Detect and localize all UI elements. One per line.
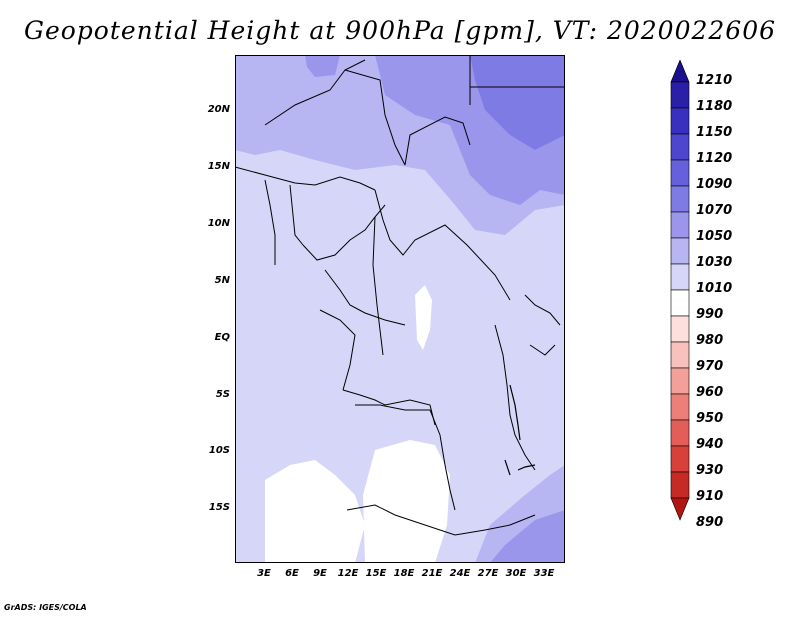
legend-label: 1180 bbox=[696, 99, 733, 114]
contour-1010-south bbox=[363, 440, 450, 563]
x-label-18e: 18E bbox=[393, 568, 415, 579]
colorbar-swatch bbox=[670, 263, 690, 291]
footer-credit: GrADS: IGES/COLA bbox=[4, 603, 87, 612]
x-label-27e: 27E bbox=[477, 568, 499, 579]
legend-label: 890 bbox=[696, 515, 724, 530]
legend-label: 1150 bbox=[696, 125, 733, 140]
colorbar-swatch bbox=[670, 445, 690, 473]
x-label-12e: 12E bbox=[337, 568, 359, 579]
y-label-15n: 15N bbox=[207, 161, 230, 172]
colorbar-legend bbox=[670, 60, 690, 521]
colorbar-swatch bbox=[670, 497, 690, 521]
legend-label: 970 bbox=[696, 359, 724, 374]
contour-1010-congo bbox=[415, 285, 432, 350]
legend-label: 980 bbox=[696, 333, 724, 348]
colorbar-swatch bbox=[670, 81, 690, 109]
colorbar-swatch bbox=[670, 471, 690, 499]
colorbar-swatch bbox=[670, 211, 690, 239]
colorbar-swatch bbox=[670, 393, 690, 421]
x-label-21e: 21E bbox=[421, 568, 443, 579]
legend-label: 990 bbox=[696, 307, 724, 322]
colorbar-swatch bbox=[670, 289, 690, 317]
contour-1010-sw bbox=[265, 460, 365, 563]
legend-label: 1050 bbox=[696, 229, 733, 244]
colorbar-swatch bbox=[670, 159, 690, 187]
geopotential-map bbox=[235, 55, 565, 563]
legend-label: 1210 bbox=[696, 73, 733, 88]
colorbar-swatch bbox=[670, 133, 690, 161]
y-label-5s: 5S bbox=[215, 389, 230, 400]
country-borders bbox=[235, 55, 565, 536]
contour-1050-nw bbox=[305, 55, 340, 77]
legend-label: 1090 bbox=[696, 177, 733, 192]
y-label-10s: 10S bbox=[208, 445, 230, 456]
y-label-15s: 15S bbox=[208, 502, 230, 513]
x-label-9e: 9E bbox=[313, 568, 327, 579]
legend-label: 1070 bbox=[696, 203, 733, 218]
x-label-33e: 33E bbox=[533, 568, 555, 579]
legend-label: 1120 bbox=[696, 151, 733, 166]
x-label-24e: 24E bbox=[449, 568, 471, 579]
colorbar-swatch bbox=[670, 60, 690, 83]
y-label-5n: 5N bbox=[214, 275, 230, 286]
colorbar-swatch bbox=[670, 237, 690, 265]
legend-label: 950 bbox=[696, 411, 724, 426]
x-label-30e: 30E bbox=[505, 568, 527, 579]
y-label-eq: EQ bbox=[214, 332, 230, 343]
legend-label: 1010 bbox=[696, 281, 733, 296]
colorbar-swatch bbox=[670, 341, 690, 369]
map-frame bbox=[235, 55, 565, 563]
y-label-10n: 10N bbox=[207, 218, 230, 229]
colorbar-swatch bbox=[670, 315, 690, 343]
contour-1070-ne bbox=[470, 55, 565, 150]
x-label-3e: 3E bbox=[257, 568, 271, 579]
contour-1050-se bbox=[490, 510, 565, 563]
legend-label: 930 bbox=[696, 463, 724, 478]
colorbar-swatch bbox=[670, 367, 690, 395]
colorbar-swatch bbox=[670, 419, 690, 447]
map-title: Geopotential Height at 900hPa [gpm], VT:… bbox=[23, 16, 777, 45]
colorbar-swatch bbox=[670, 107, 690, 135]
lake-outlines bbox=[504, 384, 536, 476]
legend-label: 910 bbox=[696, 489, 724, 504]
y-label-20n: 20N bbox=[207, 104, 230, 115]
legend-label: 940 bbox=[696, 437, 724, 452]
x-label-6e: 6E bbox=[285, 568, 299, 579]
legend-label: 1030 bbox=[696, 255, 733, 270]
x-label-15e: 15E bbox=[365, 568, 387, 579]
colorbar-swatch bbox=[670, 185, 690, 213]
legend-label: 960 bbox=[696, 385, 724, 400]
